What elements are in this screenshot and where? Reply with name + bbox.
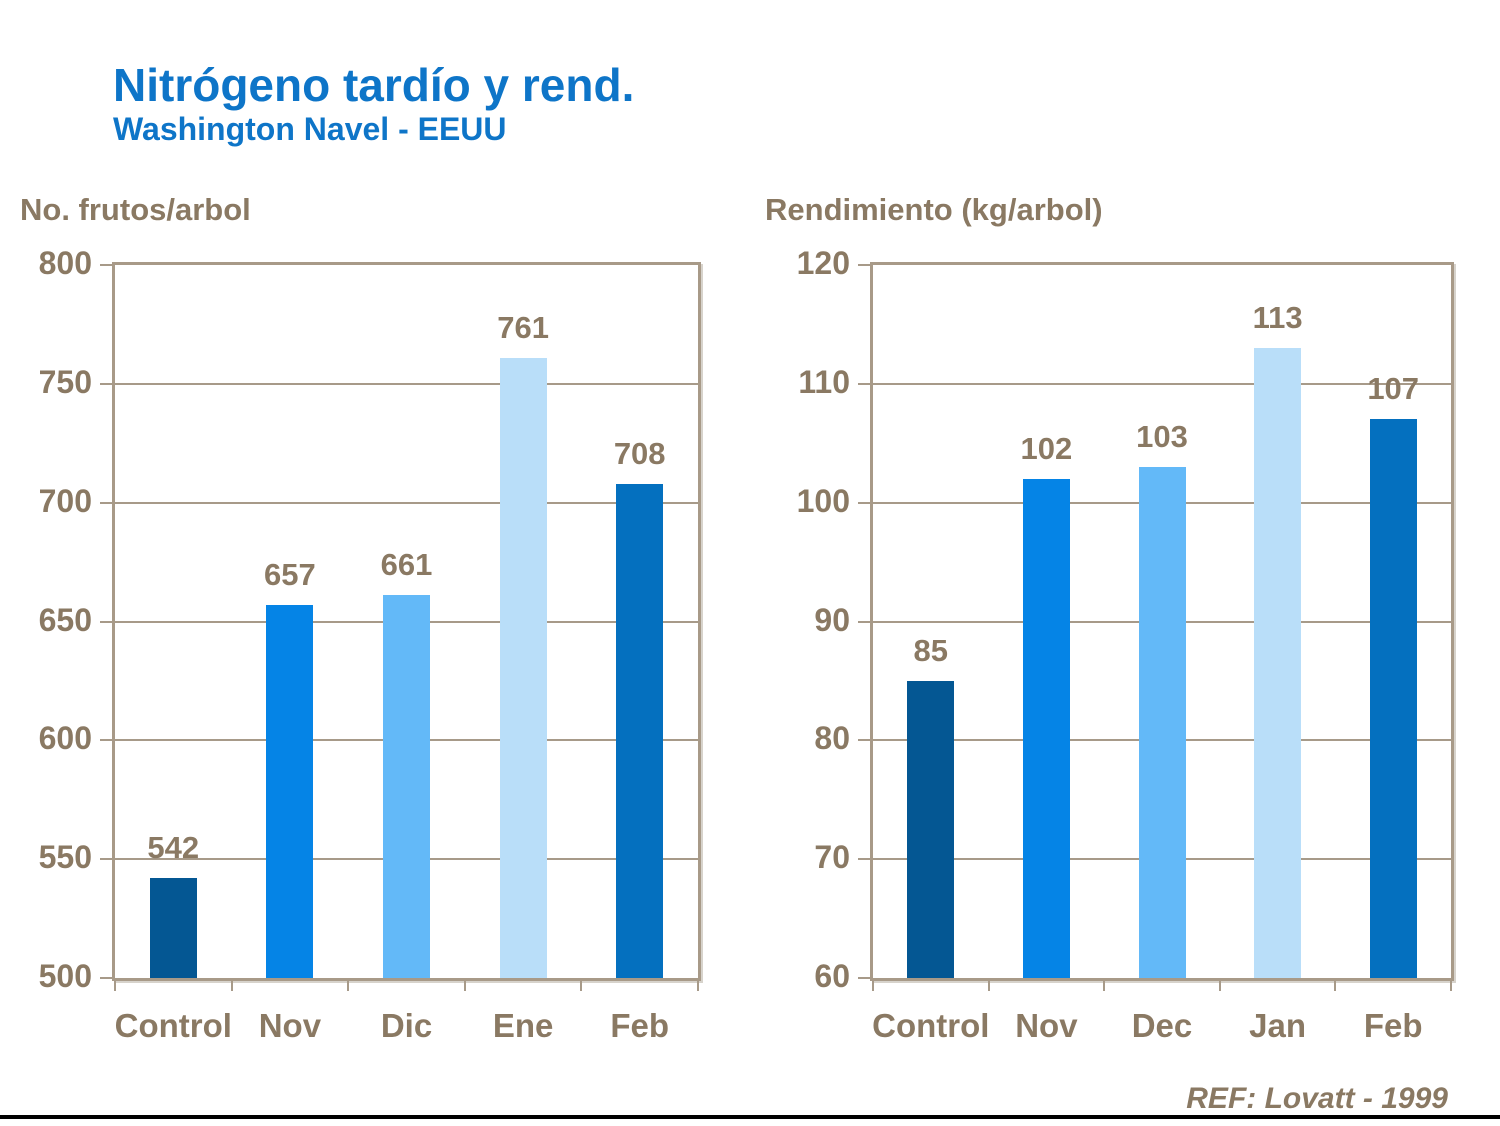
bar-nov [266, 605, 313, 978]
bar-value-label: 102 [1020, 431, 1073, 466]
y-axis-tick-label: 120 [796, 245, 850, 281]
y-axis-tick-label: 500 [38, 958, 92, 994]
bar-value-label: 708 [613, 436, 666, 471]
y-axis-tick [858, 383, 870, 385]
y-axis-tick-label: 100 [796, 483, 850, 519]
y-axis-tick [858, 858, 870, 860]
category-label: Feb [1363, 1007, 1423, 1044]
category-label: Ene [492, 1007, 554, 1044]
x-axis-tick [580, 981, 582, 991]
y-axis-tick [858, 977, 870, 979]
x-axis-tick [1334, 981, 1336, 991]
chart-title: No. frutos/arbol [20, 192, 251, 227]
bar-value-label: 107 [1367, 371, 1420, 406]
y-axis-tick [858, 621, 870, 623]
bar-value-label: 113 [1252, 300, 1303, 335]
reference-text: REF: Lovatt - 1999 [1186, 1082, 1448, 1115]
y-axis-tick-label: 700 [38, 483, 92, 519]
y-axis-tick-label: 60 [814, 958, 850, 994]
bar-feb [1370, 419, 1417, 978]
y-axis-tick [858, 502, 870, 504]
y-axis-tick-label: 550 [38, 839, 92, 875]
title-block: Nitrógeno tardío y rend. Washington Nave… [113, 59, 635, 147]
y-axis-tick [858, 264, 870, 266]
bar-dic [383, 595, 430, 978]
x-axis-tick [1450, 981, 1452, 991]
category-label: Nov [1015, 1007, 1078, 1044]
chart-title: Rendimiento (kg/arbol) [765, 192, 1103, 227]
y-axis-tick-label: 80 [814, 720, 850, 756]
bar-nov [1023, 479, 1070, 978]
y-axis-tick [100, 977, 112, 979]
y-axis-tick [858, 739, 870, 741]
bar-value-label: 542 [147, 830, 200, 865]
bar-value-label: 657 [264, 557, 316, 592]
gridline [873, 383, 1451, 385]
bar-control [907, 681, 954, 978]
bar-jan [1254, 348, 1301, 978]
bar-feb [616, 484, 663, 978]
y-axis-tick [100, 739, 112, 741]
category-label: Feb [610, 1007, 670, 1044]
plot-area [870, 262, 1454, 981]
bar-value-label: 85 [913, 633, 949, 668]
category-label: Dec [1131, 1007, 1193, 1044]
x-axis-tick [697, 981, 699, 991]
category-label: Control [114, 1007, 232, 1044]
gridline [115, 502, 698, 504]
y-axis-tick-label: 110 [798, 364, 850, 400]
bar-ene [500, 358, 547, 978]
y-axis-tick-label: 800 [38, 245, 92, 281]
y-axis-tick-label: 90 [814, 602, 850, 638]
x-axis-tick [231, 981, 233, 991]
bottom-divider-line [0, 1115, 1500, 1119]
bar-dec [1139, 467, 1186, 978]
y-axis-tick-label: 70 [814, 839, 850, 875]
category-label: Jan [1249, 1007, 1307, 1044]
slide-subtitle: Washington Navel - EEUU [113, 110, 507, 147]
y-axis-tick-label: 650 [38, 602, 92, 638]
x-axis-tick [347, 981, 349, 991]
x-axis-tick [464, 981, 466, 991]
slide-title: Nitrógeno tardío y rend. [113, 59, 635, 111]
x-axis-tick [872, 981, 874, 991]
x-axis-tick [988, 981, 990, 991]
bar-value-label: 761 [497, 310, 549, 345]
bar-control [150, 878, 197, 978]
chart-rendimiento: Rendimiento (kg/arbol) 120 110 100 90 80 70 60… [748, 190, 1498, 1090]
y-axis-tick-label: 600 [38, 720, 92, 756]
bar-value-label: 661 [380, 547, 433, 582]
category-label: Dic [380, 1007, 433, 1044]
y-axis-tick [100, 621, 112, 623]
y-axis-tick [100, 264, 112, 266]
gridline [115, 383, 698, 385]
chart-frutos-por-arbol: No. frutos/arbol 800 750 700 650 600 550 500 54… [0, 190, 750, 1090]
category-label: Control [872, 1007, 990, 1044]
y-axis-tick [100, 502, 112, 504]
category-label: Nov [258, 1007, 322, 1044]
plot-area [112, 262, 701, 981]
bar-value-label: 103 [1136, 419, 1188, 454]
x-axis-tick [1103, 981, 1105, 991]
y-axis-tick-label: 750 [38, 364, 92, 400]
x-axis-tick [114, 981, 116, 991]
x-axis-tick [1219, 981, 1221, 991]
y-axis-tick [100, 383, 112, 385]
y-axis-tick [100, 858, 112, 860]
